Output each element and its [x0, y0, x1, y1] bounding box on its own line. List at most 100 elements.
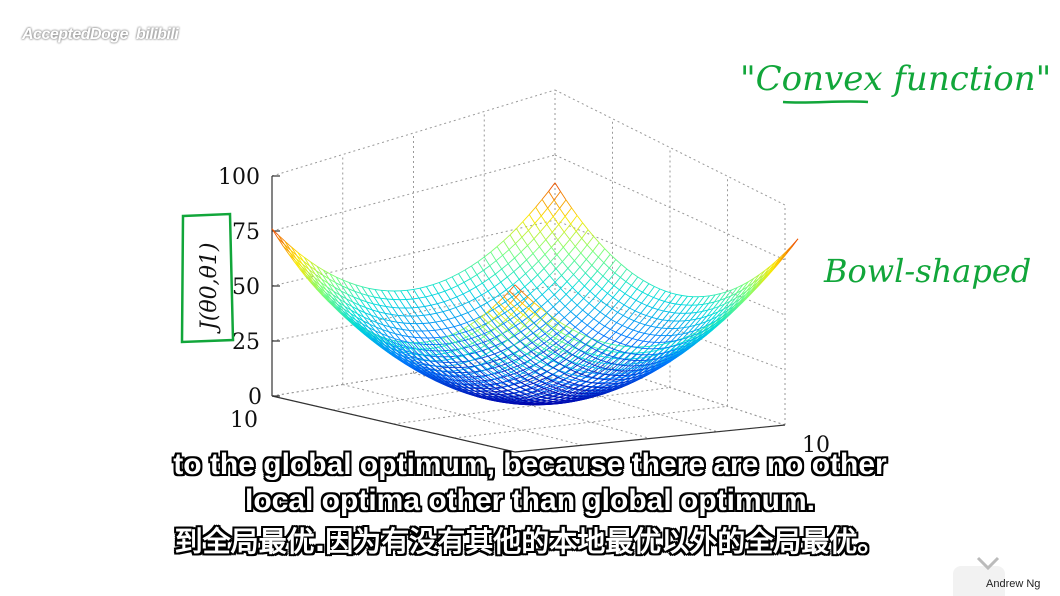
surface-mesh-line	[740, 286, 748, 296]
surface-mesh-line	[309, 265, 316, 275]
surface-mesh-line	[452, 363, 458, 366]
surface-mesh-line	[415, 330, 422, 339]
surface-mesh-line	[664, 361, 671, 366]
surface-mesh-line	[422, 363, 429, 369]
surface-mesh-line	[515, 402, 522, 405]
surface-mesh-line	[564, 373, 571, 377]
surface-mesh-line	[444, 290, 451, 300]
surface-mesh-line	[598, 378, 604, 380]
surface-mesh-line	[591, 378, 598, 383]
surface-mesh-line	[411, 307, 418, 317]
surface-mesh-line	[731, 306, 738, 313]
surface-mesh-line	[522, 369, 529, 375]
surface-mesh-line	[638, 331, 645, 334]
surface-mesh-line	[470, 278, 477, 288]
surface-mesh-line	[360, 299, 367, 303]
surface-mesh-line	[536, 281, 544, 289]
surface-mesh-line	[369, 323, 377, 328]
surface-mesh-line	[659, 347, 665, 349]
chevron-down-icon[interactable]	[976, 556, 1000, 574]
surface-mesh-line	[598, 332, 605, 337]
surface-mesh-line	[496, 400, 502, 403]
surface-mesh-line	[481, 357, 488, 364]
surface-mesh-line	[438, 282, 446, 292]
surface-mesh-line	[414, 365, 421, 371]
surface-mesh-line	[576, 298, 584, 306]
surface-mesh-line	[561, 386, 569, 389]
surface-mesh-line	[389, 351, 396, 357]
surface-mesh-line	[664, 300, 671, 304]
surface-mesh-line	[712, 306, 720, 315]
surface-mesh-line	[537, 390, 544, 394]
surface-mesh-line	[574, 383, 581, 386]
surface-mesh-line	[437, 379, 444, 384]
surface-mesh-line	[569, 239, 576, 247]
surface-mesh-line	[634, 302, 642, 312]
surface-mesh-line	[682, 348, 689, 353]
surface-mesh-line	[582, 359, 589, 366]
surface-mesh-line	[651, 358, 658, 361]
surface-mesh-line	[535, 319, 542, 326]
surface-mesh-line	[558, 216, 566, 225]
surface-mesh-line	[620, 378, 627, 381]
player-control-tab[interactable]	[953, 566, 1005, 596]
surface-mesh-line	[574, 238, 583, 247]
surface-mesh-line	[348, 315, 356, 323]
surface-mesh-line	[307, 271, 314, 280]
surface-mesh-line	[301, 263, 309, 273]
surface-mesh-line	[452, 333, 460, 336]
surface-mesh-line	[498, 363, 506, 367]
surface-mesh-line	[446, 375, 453, 381]
surface-mesh-line	[549, 343, 557, 348]
surface-mesh-line	[494, 328, 502, 336]
surface-mesh-line	[634, 310, 641, 314]
surface-mesh-line	[497, 400, 503, 403]
surface-mesh-line	[436, 380, 443, 385]
surface-mesh-line	[632, 338, 639, 341]
surface-mesh-line	[509, 228, 517, 236]
surface-mesh-line	[506, 276, 514, 285]
surface-mesh-line	[340, 312, 347, 319]
surface-mesh-line	[607, 386, 614, 388]
surface-mesh-line	[548, 351, 556, 357]
surface-mesh-line	[525, 389, 532, 394]
surface-mesh-line	[534, 402, 540, 405]
surface-mesh-line	[334, 286, 342, 292]
surface-mesh-line	[531, 340, 539, 346]
surface-mesh-line	[305, 274, 312, 283]
surface-mesh-line	[457, 281, 465, 286]
surface-mesh-line	[568, 381, 575, 385]
surface-mesh-line	[710, 316, 718, 325]
surface-mesh-line	[640, 305, 648, 314]
surface-mesh-line	[400, 360, 407, 365]
surface-mesh-line	[458, 269, 466, 274]
surface-mesh-line	[449, 309, 456, 318]
surface-mesh-line	[600, 391, 606, 394]
surface-mesh-line	[689, 312, 698, 321]
surface-mesh-line	[318, 286, 325, 295]
surface-mesh-line	[511, 375, 518, 379]
surface-mesh-line	[773, 261, 780, 268]
surface-mesh-line	[617, 358, 625, 366]
surface-mesh-line	[579, 389, 585, 391]
surface-mesh-line	[706, 329, 713, 335]
surface-mesh-line	[487, 353, 495, 357]
surface-mesh-line	[513, 265, 521, 273]
surface-mesh-line	[626, 370, 634, 376]
surface-mesh-line	[634, 320, 640, 324]
surface-mesh-line	[360, 293, 368, 296]
surface-mesh-line	[420, 368, 427, 374]
surface-mesh-line	[624, 358, 630, 361]
surface-mesh-line	[546, 367, 553, 373]
surface-mesh-line	[656, 326, 662, 329]
surface-mesh-line	[561, 341, 569, 346]
surface-mesh-line	[543, 338, 551, 344]
surface-mesh-line	[514, 384, 521, 388]
surface-mesh-line	[576, 367, 584, 373]
surface-mesh-line	[526, 332, 534, 338]
surface-mesh-line	[502, 255, 509, 264]
surface-mesh-line	[470, 324, 478, 332]
surface-mesh-line	[613, 385, 619, 388]
surface-mesh-line	[426, 372, 433, 378]
surface-mesh-line	[731, 287, 738, 291]
